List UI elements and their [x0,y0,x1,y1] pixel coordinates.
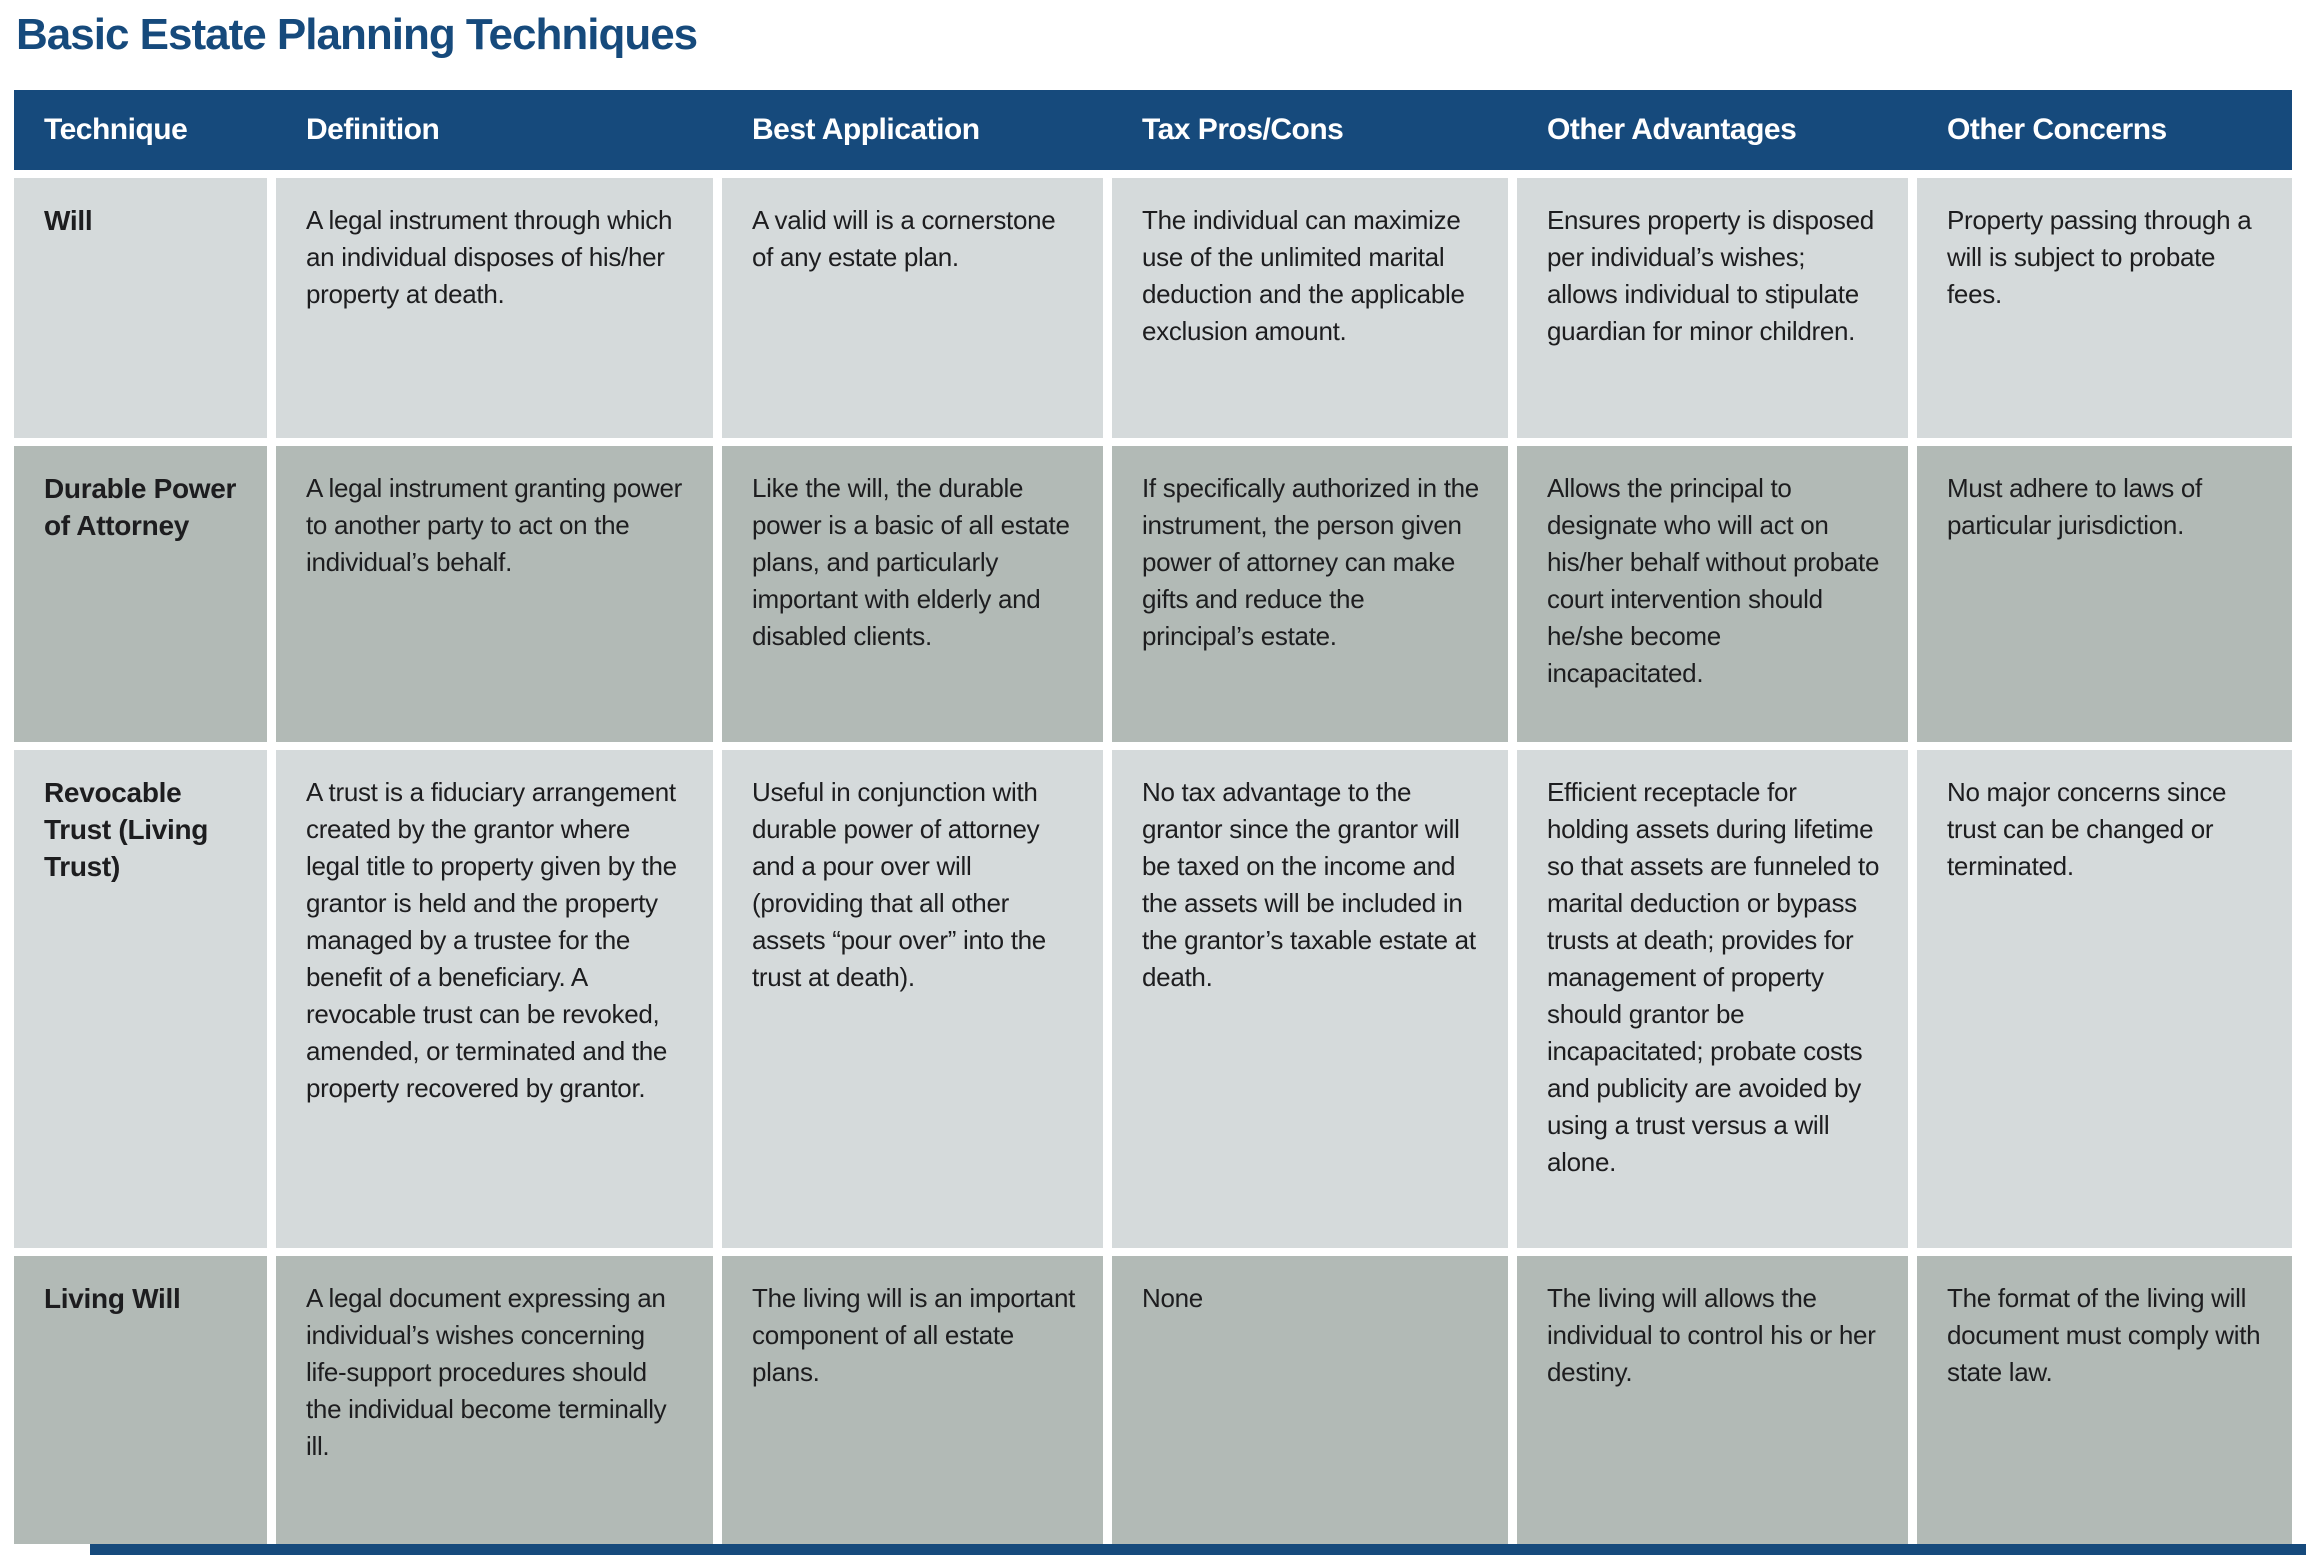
definition-cell: A legal document expressing an individua… [276,1256,713,1544]
definition-cell: A legal instrument granting power to ano… [276,446,713,742]
column-header-technique: Technique [44,113,188,146]
table-header-row: Technique Definition Best Application Ta… [14,90,2292,170]
other-concerns-cell: No major concerns since trust can be cha… [1917,750,2292,1248]
column-header-other-advantages: Other Advantages [1547,113,1797,146]
table-row-durable-power-of-attorney: Durable Power of Attorney A legal instru… [14,446,2292,742]
best-application-cell: Useful in conjunction with durable power… [722,750,1103,1248]
technique-cell: Living Will [14,1256,267,1544]
tax-pros-cons-cell: The individual can maximize use of the u… [1112,178,1508,438]
other-concerns-cell: Property passing through a will is subje… [1917,178,2292,438]
technique-cell: Durable Power of Attorney [14,446,267,742]
other-concerns-cell: The format of the living will document m… [1917,1256,2292,1544]
table-body: Will A legal instrument through which an… [14,178,2292,1544]
tax-pros-cons-cell: None [1112,1256,1508,1544]
best-application-cell: A valid will is a cornerstone of any est… [722,178,1103,438]
technique-cell: Will [14,178,267,438]
other-advantages-cell: Ensures property is disposed per individ… [1517,178,1908,438]
tax-pros-cons-cell: No tax advantage to the grantor since th… [1112,750,1508,1248]
column-header-best-application: Best Application [752,113,980,146]
page-title: Basic Estate Planning Techniques [16,10,698,59]
next-section-header-bar-partial [90,1544,2306,1555]
tax-pros-cons-cell: If specifically authorized in the instru… [1112,446,1508,742]
best-application-cell: The living will is an important componen… [722,1256,1103,1544]
table-row-living-will: Living Will A legal document expressing … [14,1256,2292,1544]
definition-cell: A legal instrument through which an indi… [276,178,713,438]
estate-planning-table: Technique Definition Best Application Ta… [14,90,2292,1544]
column-header-other-concerns: Other Concerns [1947,113,2167,146]
other-advantages-cell: Allows the principal to designate who wi… [1517,446,1908,742]
column-header-definition: Definition [306,113,440,146]
other-advantages-cell: Efficient receptacle for holding assets … [1517,750,1908,1248]
best-application-cell: Like the will, the durable power is a ba… [722,446,1103,742]
other-advantages-cell: The living will allows the individual to… [1517,1256,1908,1544]
table-row-will: Will A legal instrument through which an… [14,178,2292,438]
other-concerns-cell: Must adhere to laws of particular jurisd… [1917,446,2292,742]
technique-cell: Revocable Trust (Living Trust) [14,750,267,1248]
table-row-revocable-trust: Revocable Trust (Living Trust) A trust i… [14,750,2292,1248]
column-header-tax-pros-cons: Tax Pros/Cons [1142,113,1344,146]
definition-cell: A trust is a fiduciary arrangement creat… [276,750,713,1248]
